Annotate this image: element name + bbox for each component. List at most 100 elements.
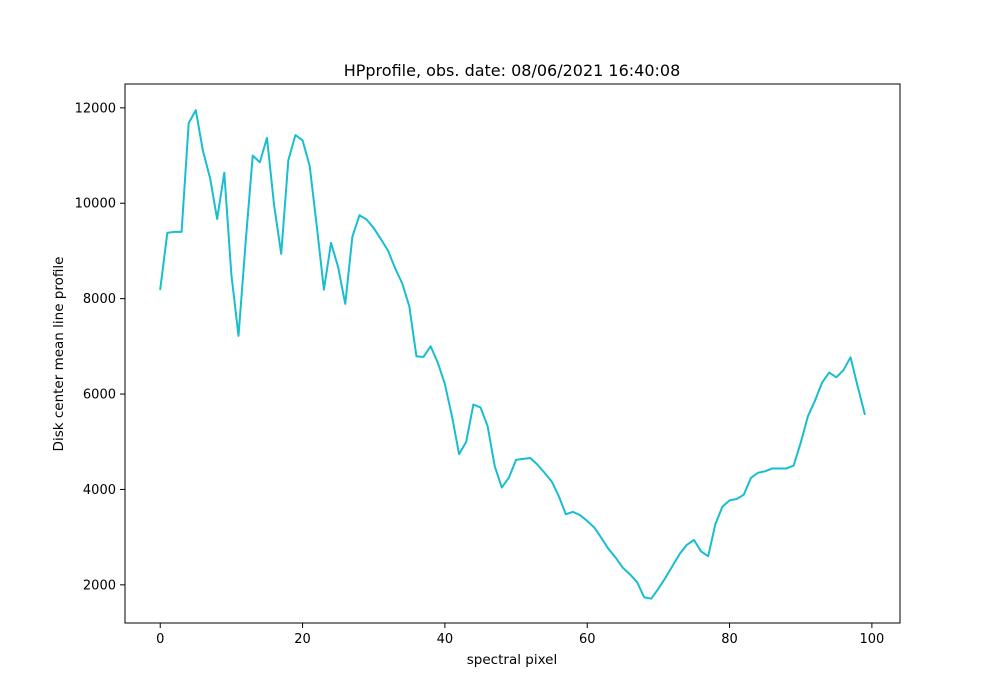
data-point	[252, 154, 254, 157]
data-point	[622, 567, 624, 569]
data-point	[864, 413, 866, 415]
data-point	[714, 523, 716, 525]
data-point	[401, 282, 403, 284]
data-point	[679, 553, 681, 555]
data-point	[173, 231, 176, 233]
data-point	[551, 480, 553, 482]
x-tick-label: 80	[721, 632, 738, 647]
data-point	[842, 369, 845, 371]
data-point	[237, 335, 240, 337]
data-point	[316, 225, 318, 227]
data-point	[615, 557, 617, 559]
data-point	[216, 218, 218, 220]
data-point	[309, 165, 311, 167]
data-point	[728, 499, 731, 502]
data-point	[451, 415, 453, 418]
data-point	[422, 356, 425, 358]
data-point	[536, 464, 539, 466]
data-point	[294, 134, 297, 136]
data-point	[743, 494, 745, 496]
data-point	[415, 355, 418, 357]
data-point	[821, 382, 823, 384]
plot-area-frame	[124, 83, 901, 624]
data-point	[807, 415, 809, 418]
data-point	[721, 506, 724, 508]
x-tick-label: 100	[859, 632, 884, 647]
data-point	[565, 513, 567, 515]
data-point	[543, 472, 546, 474]
data-point	[629, 573, 631, 575]
data-point	[301, 139, 304, 141]
y-axis-ticks: 2000 4000 6000 8000 10000 12000	[75, 101, 125, 593]
chart-title: HPprofile, obs. date: 08/06/2021 16:40:0…	[344, 61, 681, 80]
x-axis-ticks: 0 20 40 60 80 100	[156, 623, 884, 647]
data-point	[486, 425, 489, 427]
data-point	[209, 177, 211, 179]
x-tick-label: 60	[579, 632, 596, 647]
data-points	[159, 109, 866, 600]
data-point	[828, 371, 830, 374]
data-point	[180, 231, 183, 233]
data-point	[814, 400, 816, 402]
data-point	[522, 458, 524, 460]
data-point	[579, 514, 581, 516]
data-point	[458, 453, 460, 455]
data-point	[636, 581, 638, 583]
data-point	[607, 548, 610, 550]
data-point	[686, 544, 688, 546]
data-point	[465, 441, 467, 443]
data-point	[800, 442, 802, 444]
data-point	[494, 465, 496, 467]
data-point	[437, 361, 439, 364]
data-point	[344, 303, 346, 305]
y-tick-label: 4000	[83, 483, 116, 498]
data-point	[508, 476, 510, 479]
data-point	[764, 470, 766, 472]
data-point	[273, 204, 275, 206]
data-point	[643, 596, 645, 598]
data-point	[358, 214, 361, 216]
data-point	[501, 486, 503, 489]
data-point	[785, 467, 788, 470]
data-point	[586, 520, 588, 522]
data-point	[280, 253, 282, 255]
data-point	[223, 172, 225, 174]
y-tick-label: 2000	[83, 578, 116, 593]
data-point	[736, 498, 738, 500]
data-point	[266, 137, 268, 139]
data-point	[700, 550, 702, 553]
y-axis-label: Disk center mean line profile	[51, 257, 67, 452]
data-point	[444, 383, 446, 385]
data-point	[572, 511, 574, 513]
data-point	[558, 495, 560, 497]
data-point	[259, 161, 261, 163]
data-point	[472, 403, 474, 406]
data-point	[166, 232, 168, 234]
data-point	[380, 238, 382, 240]
data-point	[366, 218, 368, 221]
data-point	[664, 577, 667, 579]
y-tick-label: 8000	[83, 292, 116, 307]
data-point	[337, 266, 339, 268]
data-point	[230, 274, 232, 276]
data-point	[287, 159, 289, 161]
data-point	[600, 537, 603, 539]
data-point	[351, 236, 353, 238]
data-point	[479, 406, 482, 408]
y-tick-label: 10000	[75, 197, 116, 212]
data-point	[159, 288, 161, 290]
data-point	[245, 241, 247, 243]
series-line	[159, 109, 866, 600]
data-point	[330, 242, 332, 244]
data-point	[672, 565, 674, 567]
data-point	[323, 288, 325, 291]
data-point	[529, 457, 531, 459]
x-tick-label: 40	[437, 632, 454, 647]
data-point	[771, 467, 773, 470]
x-tick-label: 20	[294, 632, 311, 647]
data-point	[387, 249, 389, 252]
data-point	[750, 477, 752, 479]
data-point	[650, 598, 652, 600]
